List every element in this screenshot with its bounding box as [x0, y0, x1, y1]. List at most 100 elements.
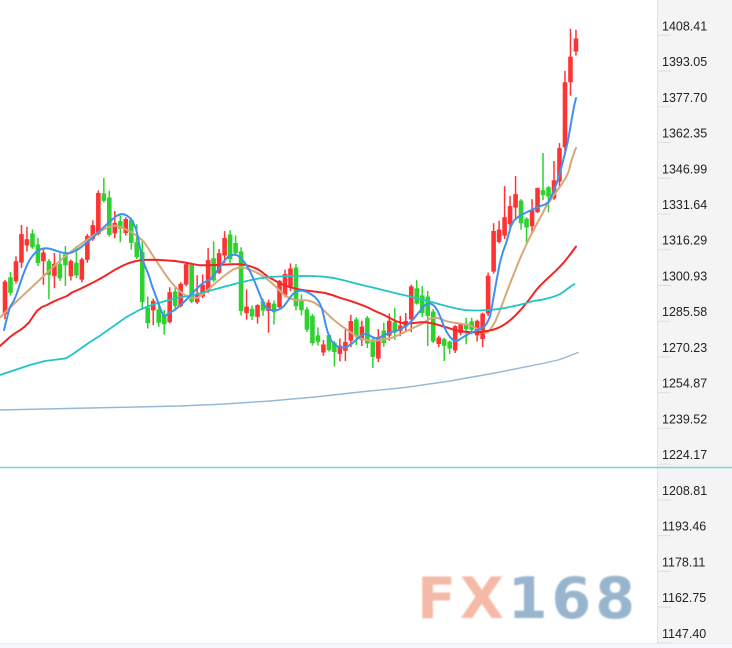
candle-down [293, 263, 299, 311]
candle-down [271, 300, 277, 325]
candle-body [233, 242, 238, 254]
candle-wick [64, 246, 67, 286]
candle-body [452, 326, 458, 351]
candle-down [233, 235, 238, 256]
candle-wick [26, 226, 28, 252]
candle-up [68, 259, 74, 281]
candle-body [35, 244, 41, 263]
candle-body [74, 262, 79, 276]
candle-body [123, 218, 129, 233]
candle-body [502, 217, 507, 236]
candle-down [211, 241, 216, 283]
candle-down [107, 190, 112, 237]
candle-body [183, 264, 189, 285]
candle-up [496, 220, 502, 244]
candle-up [150, 298, 156, 326]
candle-wick [103, 178, 105, 203]
candle-up [568, 28, 573, 96]
candle-up [222, 231, 227, 263]
candle-body [458, 324, 463, 333]
candle-wick [245, 289, 248, 320]
candle-body [315, 335, 321, 342]
candle-up [513, 176, 518, 220]
candle-body [321, 344, 326, 353]
candle-up [19, 225, 24, 268]
candle-body [557, 148, 562, 182]
candle-body [68, 261, 74, 277]
candle-body [46, 261, 52, 275]
candle-body [354, 319, 359, 337]
candle-down [260, 298, 266, 316]
ma-line-ma-mid-tan [0, 147, 577, 342]
candle-body [436, 337, 442, 345]
candle-up [52, 252, 57, 289]
candle-body [260, 301, 266, 311]
candle-body [507, 206, 513, 225]
candle-body [365, 317, 370, 344]
candle-up [41, 247, 46, 285]
candle-body [326, 335, 332, 351]
candle-down [134, 224, 140, 260]
price-axis-label: 1162.75 [662, 591, 706, 605]
candle-body [518, 200, 524, 224]
candle-down [326, 333, 332, 352]
candle-down [8, 272, 13, 296]
candle-up [557, 143, 562, 187]
candle-body [348, 321, 354, 341]
price-axis-label: 1316.29 [662, 234, 707, 248]
candle-down [35, 237, 41, 266]
price-axis-label: 1300.93 [662, 270, 707, 284]
candle-up [573, 29, 579, 56]
candle-down [546, 186, 551, 213]
candle-down [189, 262, 194, 304]
candle-down [46, 259, 52, 300]
candle-body [222, 237, 227, 256]
candle-body [376, 336, 381, 359]
candle-body [13, 261, 19, 282]
candle-down [365, 316, 370, 349]
candle-up [216, 249, 222, 274]
candle-up [436, 335, 442, 348]
candle-body [227, 234, 233, 260]
candle-up [408, 284, 414, 333]
candle-body [238, 251, 244, 311]
candle-body [568, 56, 573, 83]
candle-up [491, 223, 496, 274]
candle-body [79, 259, 85, 280]
candle-down [540, 153, 546, 201]
candle-down [238, 247, 244, 316]
candle-up [244, 289, 249, 320]
candle-body [485, 275, 491, 314]
candle-body [535, 188, 540, 213]
candle-body [63, 254, 68, 266]
candle-wick [333, 341, 336, 367]
candle-up [13, 256, 19, 284]
candle-body [491, 231, 496, 272]
candle-down [419, 286, 425, 317]
candle-body [255, 305, 260, 317]
candle-up [452, 325, 458, 354]
candle-body [107, 197, 112, 235]
ma-line-ma-longest-lightblue [0, 351, 579, 411]
candle-wick [267, 299, 270, 333]
candle-body [161, 315, 167, 325]
candle-up [277, 280, 282, 309]
candle-body [573, 38, 579, 52]
ma-line-ma-slow-red [0, 245, 577, 347]
candle-body [30, 233, 35, 248]
candle-body [134, 242, 140, 258]
price-axis-label: 1346.99 [662, 162, 707, 176]
candle-body [299, 301, 304, 311]
candle-body [381, 330, 387, 343]
candle-body [24, 239, 30, 246]
candle-body [211, 258, 216, 281]
candle-down [156, 304, 162, 327]
price-axis-label: 1331.64 [662, 198, 707, 212]
candle-up [205, 248, 211, 294]
candle-down [30, 229, 35, 249]
candle-up [458, 323, 463, 336]
candle-body [370, 339, 376, 357]
candle-body [90, 225, 96, 240]
time-axis-strip [0, 643, 732, 648]
